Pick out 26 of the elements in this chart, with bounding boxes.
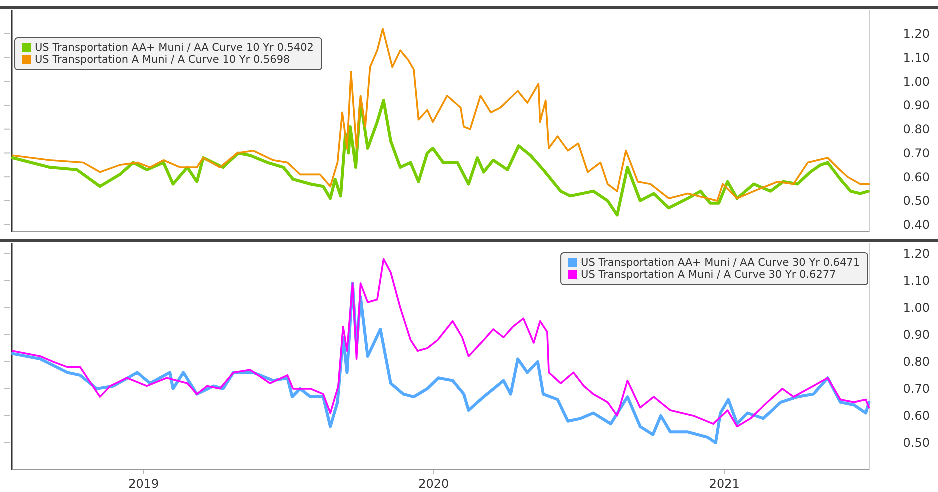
- y-tick-label: 1.00: [903, 74, 930, 89]
- y-tick-label: 0.70: [903, 382, 930, 396]
- y-tick-label: 0.70: [903, 146, 930, 160]
- y-tick-label: 0.40: [903, 218, 930, 232]
- y-tick-label: 0.80: [903, 355, 930, 370]
- y-tick-label: 0.50: [903, 436, 930, 450]
- y-tick-label: 1.00: [903, 301, 930, 316]
- x-tick-label: 2020: [418, 477, 450, 491]
- y-tick-label: 0.60: [903, 409, 930, 424]
- y-tick-label: 0.80: [903, 122, 930, 137]
- legend-label: US Transportation A Muni / A Curve 30 Yr 0.6277: [581, 269, 836, 281]
- y-tick-label: 1.20: [903, 247, 930, 262]
- legend-label: US Transportation AA+ Muni / AA Curve 10 Yr 0.5402: [35, 42, 314, 54]
- y-tick-label: 0.50: [903, 194, 930, 208]
- x-tick-label: 2019: [128, 477, 160, 491]
- x-tick-label: 2021: [709, 477, 740, 491]
- y-tick-label: 0.90: [903, 98, 930, 113]
- y-tick-label: 0.90: [903, 328, 930, 342]
- line-series: [12, 258, 870, 428]
- legend-label: US Transportation AA+ Muni / AA Curve 30 Yr 0.6471: [581, 257, 860, 269]
- legend-label: US Transportation A Muni / A Curve 10 Yr 0.5698: [35, 54, 290, 66]
- y-tick-label: 1.20: [903, 27, 930, 42]
- y-tick-label: 0.60: [903, 170, 930, 184]
- y-tick-label: 1.10: [903, 274, 930, 288]
- y-tick-label: 1.10: [903, 50, 930, 65]
- line-series: [12, 28, 870, 202]
